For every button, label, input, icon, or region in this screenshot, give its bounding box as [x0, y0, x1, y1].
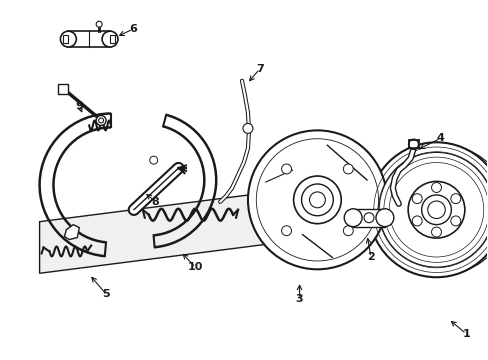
- Polygon shape: [110, 35, 115, 43]
- Circle shape: [364, 213, 373, 223]
- Circle shape: [96, 116, 106, 125]
- Text: 10: 10: [187, 262, 203, 272]
- Polygon shape: [40, 193, 264, 273]
- Circle shape: [61, 31, 76, 47]
- Circle shape: [96, 21, 102, 27]
- Circle shape: [281, 164, 291, 174]
- Circle shape: [427, 201, 445, 219]
- Circle shape: [344, 209, 361, 227]
- Circle shape: [301, 184, 333, 216]
- Polygon shape: [63, 35, 68, 43]
- Circle shape: [243, 123, 252, 133]
- Polygon shape: [64, 225, 79, 239]
- Circle shape: [407, 181, 464, 238]
- Circle shape: [309, 192, 325, 208]
- Circle shape: [431, 183, 441, 193]
- Text: 8: 8: [151, 197, 159, 207]
- Circle shape: [343, 226, 352, 236]
- Circle shape: [378, 152, 488, 267]
- Circle shape: [431, 227, 441, 237]
- Circle shape: [99, 118, 103, 123]
- Text: 4: 4: [436, 133, 444, 143]
- Text: 7: 7: [256, 64, 263, 74]
- Text: 2: 2: [366, 252, 374, 262]
- Circle shape: [102, 31, 118, 47]
- Circle shape: [450, 194, 460, 204]
- Text: 9: 9: [75, 100, 83, 111]
- Circle shape: [411, 216, 421, 226]
- Circle shape: [368, 142, 488, 277]
- Circle shape: [343, 164, 352, 174]
- Circle shape: [247, 130, 386, 269]
- Circle shape: [281, 226, 291, 236]
- Circle shape: [293, 176, 341, 224]
- Circle shape: [408, 139, 418, 149]
- Circle shape: [411, 194, 421, 204]
- Circle shape: [421, 195, 450, 225]
- Circle shape: [375, 209, 393, 227]
- Polygon shape: [68, 31, 110, 47]
- Text: 6: 6: [129, 24, 137, 34]
- Polygon shape: [59, 84, 68, 94]
- Circle shape: [450, 216, 460, 226]
- Text: 3: 3: [295, 294, 303, 304]
- Polygon shape: [352, 209, 384, 227]
- Text: 5: 5: [102, 289, 110, 299]
- Text: 1: 1: [462, 329, 469, 339]
